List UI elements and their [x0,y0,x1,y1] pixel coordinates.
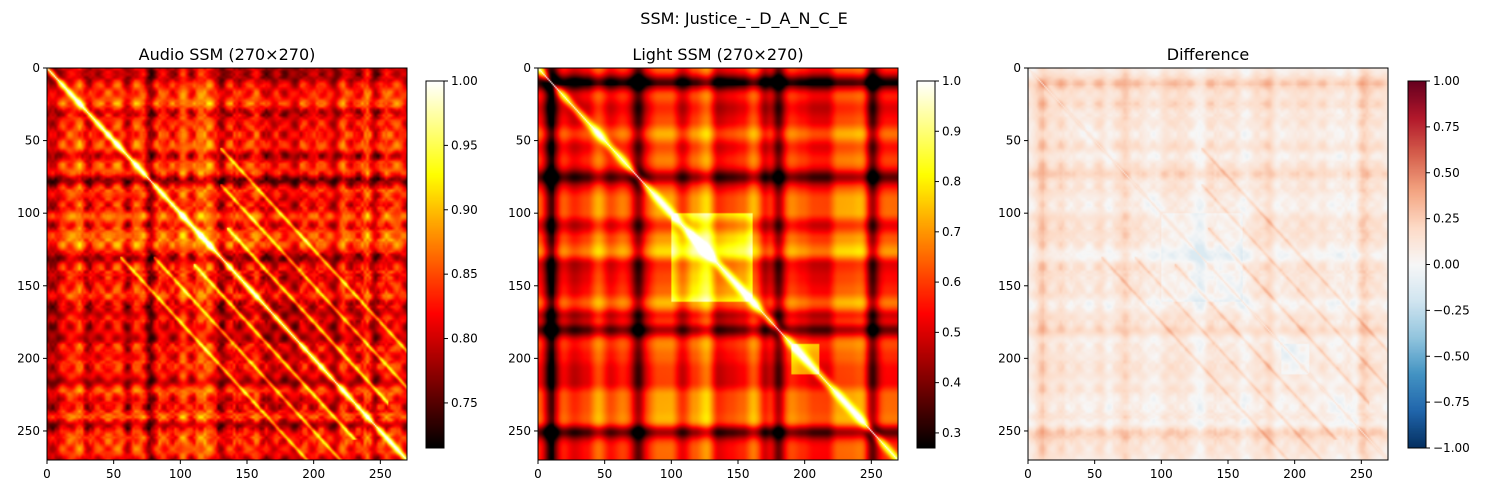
y-tick-label: 150 [998,279,1021,293]
colorbar-tick-label: −0.50 [1433,349,1470,363]
heatmap-image [1028,68,1388,460]
y-tick-label: 200 [508,351,531,365]
colorbar-tick-label: 1.0 [942,74,961,88]
colorbar-tick-label: 0.3 [942,426,961,440]
colorbar-tick-label: 0.6 [942,275,961,289]
colorbar-ticks: −1.00 −0.75 −0.50 −0.25 0.00 0.25 0.50 0.75 1.00 [1426,74,1470,455]
x-tick-label: 0 [534,467,542,481]
y-tick-label: 200 [998,351,1021,365]
plot-frame [1027,67,1389,461]
plot-frame [46,67,408,461]
y-tick-label: 150 [508,279,531,293]
colorbar-tick-label: 0.75 [1433,120,1460,134]
colorbar-tick-label: 0.25 [1433,212,1460,226]
x-tick-label: 50 [597,467,612,481]
x-tick-label: 250 [369,467,392,481]
colorbar-frame [425,80,445,449]
y-tick-label: 200 [17,351,40,365]
y-axis: 0 50 100 150 200 250 [998,61,1028,438]
y-tick-label: 50 [25,134,40,148]
y-tick-label: 0 [32,61,40,75]
x-tick-label: 0 [43,467,51,481]
y-tick-label: 50 [516,134,531,148]
colorbar-tick-label: 0.50 [1433,166,1460,180]
x-tick-label: 250 [1350,467,1373,481]
y-axis: 0 50 100 150 200 250 [17,61,47,438]
x-tick-label: 200 [1283,467,1306,481]
colorbar-gradient [426,81,444,448]
y-tick-label: 250 [508,424,531,438]
colorbar-tick-label: 0.4 [942,376,961,390]
colorbar-tick-label: 0.00 [1433,258,1460,272]
panel-title: Audio SSM (270×270) [139,45,316,64]
x-tick-label: 100 [169,467,192,481]
heatmap-image [538,68,898,460]
colorbar-tick-label: 0.9 [942,124,961,138]
heatmap-image [47,68,407,460]
x-tick-label: 200 [793,467,816,481]
colorbar-tick-label: −0.75 [1433,395,1470,409]
x-tick-label: 150 [236,467,259,481]
x-tick-label: 0 [1024,467,1032,481]
panel-light-ssm: Light SSM (270×270) 0 50 100 150 200 250 0 50 1… [508,45,961,481]
colorbar-tick-label: 1.00 [451,74,478,88]
y-tick-label: 150 [17,279,40,293]
x-axis: 0 50 100 150 200 250 [43,460,392,481]
x-tick-label: 150 [1217,467,1240,481]
figure-title: SSM: Justice_-_D_A_N_C_E [640,9,847,29]
colorbar-gradient [1408,81,1426,448]
colorbar-gradient [917,81,935,448]
x-tick-label: 50 [106,467,121,481]
x-tick-label: 150 [727,467,750,481]
colorbar-tick-label: 1.00 [1433,74,1460,88]
panel-title: Light SSM (270×270) [632,45,803,64]
x-tick-label: 200 [302,467,325,481]
y-tick-label: 100 [508,206,531,220]
plot-frame [537,67,899,461]
y-tick-label: 250 [17,424,40,438]
y-tick-label: 100 [17,206,40,220]
colorbar-tick-label: 0.75 [451,396,478,410]
colorbar-tick-label: −1.00 [1433,441,1470,455]
x-tick-label: 100 [660,467,683,481]
y-tick-label: 250 [998,424,1021,438]
colorbar-tick-label: 0.85 [451,267,478,281]
x-tick-label: 50 [1087,467,1102,481]
colorbar-tick-label: 0.95 [451,138,478,152]
colorbar-tick-label: 0.90 [451,203,478,217]
y-tick-label: 0 [523,61,531,75]
x-axis: 0 50 100 150 200 250 [1024,460,1373,481]
colorbar-ticks: 0.75 0.80 0.85 0.90 0.95 1.00 [444,74,478,410]
y-tick-label: 50 [1006,134,1021,148]
y-tick-label: 100 [998,206,1021,220]
colorbar-ticks: 0.3 0.4 0.5 0.6 0.7 0.8 0.9 1.0 [935,74,961,440]
colorbar-tick-label: 0.7 [942,225,961,239]
panel-difference: Difference 0 50 100 150 200 250 0 50 100 150 200 2… [998,45,1470,481]
colorbar-frame [916,80,936,449]
colorbar-tick-label: 0.5 [942,325,961,339]
y-tick-label: 0 [1013,61,1021,75]
x-tick-label: 100 [1150,467,1173,481]
colorbar-tick-label: −0.25 [1433,303,1470,317]
colorbar-tick-label: 0.80 [451,332,478,346]
x-axis: 0 50 100 150 200 250 [534,460,883,481]
panel-title: Difference [1167,45,1249,64]
colorbar-tick-label: 0.8 [942,175,961,189]
panel-audio-ssm: Audio SSM (270×270) 0 50 100 150 200 250 0 50 1… [17,45,478,481]
x-tick-label: 250 [860,467,883,481]
y-axis: 0 50 100 150 200 250 [508,61,538,438]
